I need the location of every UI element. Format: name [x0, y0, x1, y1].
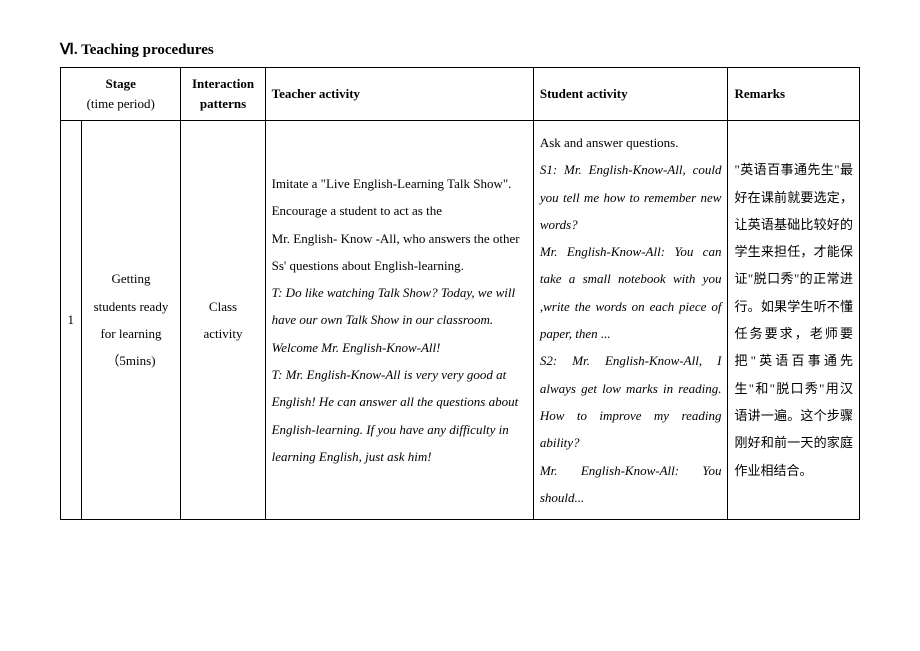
table-header-row: Stage (time period) Interaction patterns…: [61, 68, 860, 121]
teacher-dialogue: T: Mr. English-Know-All is very very goo…: [272, 367, 519, 464]
student-dialogue: Mr. English-Know-All: You can take a sma…: [540, 244, 722, 341]
header-stage-sub: (time period): [67, 96, 174, 112]
stage-line: （5mins): [88, 347, 175, 374]
header-stage: Stage (time period): [61, 68, 181, 121]
student-activity-cell: Ask and answer questions. S1: Mr. Englis…: [533, 121, 728, 520]
student-text: Ask and answer questions.: [540, 135, 679, 150]
student-dialogue: S1: Mr. English-Know-All, could you tell…: [540, 162, 722, 232]
remarks-cell: "英语百事通先生"最好在课前就要选定，让英语基础比较好的学生来担任，才能保证"脱…: [728, 121, 860, 520]
stage-line: for learning: [88, 320, 175, 347]
teacher-text: Imitate a "Live English-Learning Talk Sh…: [272, 176, 512, 218]
row-number: 1: [61, 121, 82, 520]
section-heading: Ⅵ. Teaching procedures: [60, 40, 860, 59]
teacher-activity-cell: Imitate a "Live English-Learning Talk Sh…: [265, 121, 533, 520]
procedures-table: Stage (time period) Interaction patterns…: [60, 67, 860, 520]
stage-line: students ready: [88, 293, 175, 320]
student-dialogue: S2: Mr. English-Know-All, I always get l…: [540, 353, 722, 450]
teacher-text: Mr. English- Know -All, who answers the …: [272, 231, 520, 273]
interaction-cell: Class activity: [181, 121, 265, 520]
remarks-text: "英语百事通先生"最好在课前就要选定，让英语基础比较好的学生来担任，才能保证"脱…: [734, 156, 853, 484]
interaction-line: activity: [187, 320, 258, 347]
stage-line: Getting: [88, 265, 175, 292]
stage-text: Getting students ready for learning （5mi…: [88, 265, 175, 374]
stage-cell: Getting students ready for learning （5mi…: [81, 121, 181, 520]
interaction-text: Class activity: [187, 293, 258, 348]
table-row: 1 Getting students ready for learning （5…: [61, 121, 860, 520]
student-dialogue: Mr. English-Know-All: You should...: [540, 463, 722, 505]
header-interaction-main: Interaction: [192, 76, 254, 91]
header-interaction-sub: patterns: [187, 96, 258, 112]
header-teacher: Teacher activity: [265, 68, 533, 121]
header-stage-main: Stage: [106, 76, 136, 91]
interaction-line: Class: [187, 293, 258, 320]
header-student: Student activity: [533, 68, 728, 121]
teacher-activity-content: Imitate a "Live English-Learning Talk Sh…: [272, 170, 527, 470]
header-remarks: Remarks: [728, 68, 860, 121]
student-activity-content: Ask and answer questions. S1: Mr. Englis…: [540, 129, 722, 511]
header-interaction: Interaction patterns: [181, 68, 265, 121]
teacher-dialogue: T: Do like watching Talk Show? Today, we…: [272, 285, 516, 355]
